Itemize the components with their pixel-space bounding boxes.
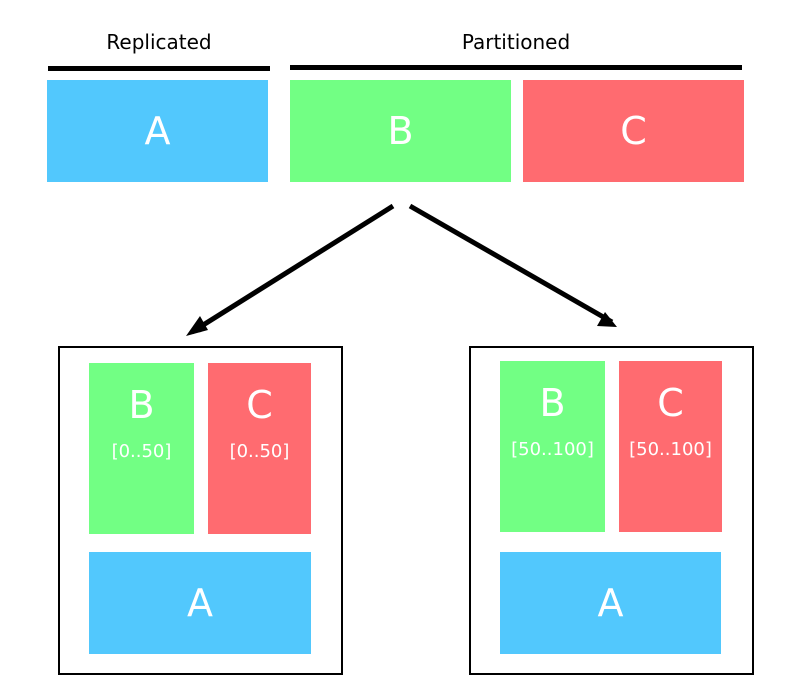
partitioned-heading: Partitioned [461,30,571,54]
node-1-a-label: A [187,581,213,625]
table-c-label: C [620,109,647,153]
node-1-c-block: C [0..50] [208,363,311,534]
partitioned-rule [290,65,742,70]
node-2-c-label: C [657,381,684,425]
node-1-b-range: [0..50] [111,441,172,462]
replicated-heading: Replicated [106,30,212,54]
node-1-a-block: A [89,552,311,654]
arrow-to-node-1-head [186,316,208,336]
node-2-b-range: [50..100] [511,439,594,460]
node-2-a-label: A [597,581,624,625]
node-1-b-block: B [0..50] [89,363,194,534]
node-1-box [58,346,343,675]
replicated-rule [48,66,270,71]
table-a-label: A [144,109,171,153]
node-2-b-block: B [50..100] [500,361,605,532]
node-1-b-label: B [128,383,155,427]
node-2-b-label: B [539,381,566,425]
table-a-block: A [47,80,268,182]
node-2-box [469,346,754,675]
node-1-c-label: C [246,383,273,427]
node-2-a-block: A [500,552,721,654]
arrow-to-node-1 [190,203,395,335]
arrow-to-node-2 [408,203,614,325]
arrow-to-node-2-head [597,312,617,327]
table-b-label: B [387,109,414,153]
node-1-c-range: [0..50] [229,441,290,462]
node-2-c-block: C [50..100] [619,361,722,532]
table-b-block: B [290,80,511,182]
table-c-block: C [523,80,744,182]
node-2-c-range: [50..100] [629,439,712,460]
